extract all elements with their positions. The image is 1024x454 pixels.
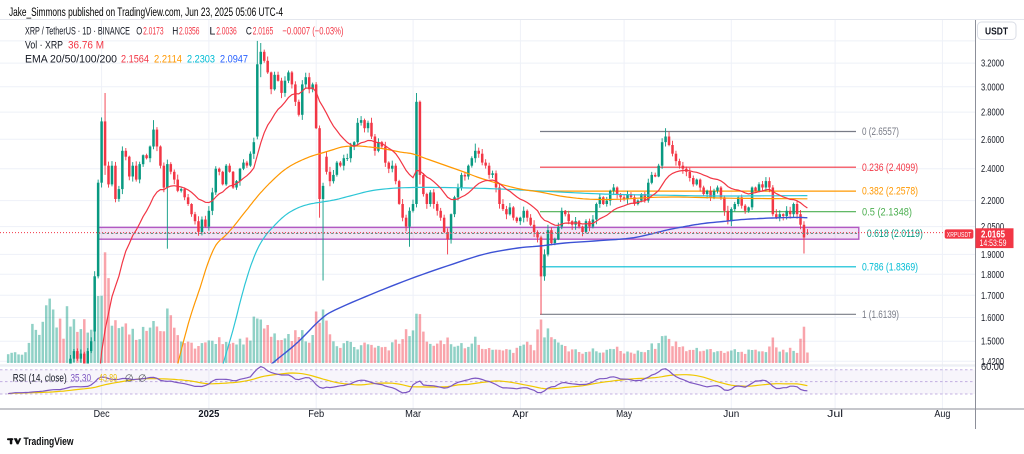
svg-text:XRP / TetherUS · 1D · BINANCE: XRP / TetherUS · 1D · BINANCE <box>25 26 130 38</box>
svg-text:2.6000: 2.6000 <box>981 135 1004 146</box>
svg-text:35.30: 35.30 <box>71 372 92 384</box>
svg-text:14:53:59: 14:53:59 <box>980 238 1007 248</box>
svg-text:2.2303: 2.2303 <box>187 54 215 66</box>
svg-text:RSI (14, close): RSI (14, close) <box>13 372 67 384</box>
svg-text:USDT: USDT <box>985 26 1008 38</box>
svg-text:Feb: Feb <box>308 409 324 420</box>
svg-text:1.8000: 1.8000 <box>981 270 1004 281</box>
svg-text:2025: 2025 <box>198 409 219 420</box>
svg-text:3.0000: 3.0000 <box>981 82 1004 93</box>
svg-text:XRPUSDT: XRPUSDT <box>947 230 972 239</box>
svg-text:2.0947: 2.0947 <box>220 54 248 66</box>
svg-text:O: O <box>136 26 142 38</box>
svg-text:60.00: 60.00 <box>981 362 1004 373</box>
svg-text:2.0036: 2.0036 <box>216 26 237 38</box>
svg-text:1.6000: 1.6000 <box>981 313 1004 324</box>
svg-text:2.4000: 2.4000 <box>981 164 1004 175</box>
svg-text:Vol · XRP: Vol · XRP <box>25 40 63 52</box>
svg-text:0.382 (2.2578): 0.382 (2.2578) <box>862 186 918 198</box>
svg-text:C: C <box>246 26 252 38</box>
svg-text:2.0165: 2.0165 <box>981 229 1005 240</box>
svg-text:1 (1.6139): 1 (1.6139) <box>862 309 899 321</box>
svg-text:1.9000: 1.9000 <box>981 250 1004 261</box>
svg-text:EMA 20/50/100/200: EMA 20/50/100/200 <box>25 54 117 66</box>
svg-text:2.0356: 2.0356 <box>179 26 200 38</box>
svg-text:Mar: Mar <box>405 409 422 420</box>
svg-text:−0.0007 (−0.03%): −0.0007 (−0.03%) <box>282 26 343 38</box>
svg-text:1.7000: 1.7000 <box>981 291 1004 302</box>
svg-text:2.0500: 2.0500 <box>981 222 1004 233</box>
svg-text:2.8000: 2.8000 <box>981 108 1004 119</box>
svg-text:2.0165: 2.0165 <box>253 26 274 38</box>
svg-text:H: H <box>172 26 178 38</box>
svg-text:1.5000: 1.5000 <box>981 337 1004 348</box>
svg-text:43.89: 43.89 <box>99 372 118 384</box>
svg-text:0.5 (2.1348): 0.5 (2.1348) <box>862 206 912 218</box>
svg-text:Aug: Aug <box>934 409 950 420</box>
svg-text:∅: ∅ <box>125 373 134 384</box>
svg-text:0.618 (2.0119): 0.618 (2.0119) <box>867 228 923 240</box>
svg-text:Jul: Jul <box>827 409 843 420</box>
svg-text:May: May <box>616 409 632 420</box>
svg-text:2.0173: 2.0173 <box>143 26 164 38</box>
svg-text:3.2000: 3.2000 <box>981 59 1004 70</box>
svg-text:2.2000: 2.2000 <box>981 196 1004 207</box>
svg-text:TradingView: TradingView <box>24 436 74 448</box>
svg-text:Apr: Apr <box>512 409 529 420</box>
svg-text:2.2114: 2.2114 <box>154 54 182 66</box>
svg-text:1.4200: 1.4200 <box>981 357 1004 368</box>
svg-text:0.236 (2.4099): 0.236 (2.4099) <box>862 162 918 174</box>
svg-text:2.1564: 2.1564 <box>121 54 149 66</box>
svg-text:0 (2.6557): 0 (2.6557) <box>862 126 899 138</box>
svg-text:0.786 (1.8369): 0.786 (1.8369) <box>862 261 918 273</box>
svg-text:36.76 M: 36.76 M <box>68 40 104 52</box>
svg-text:L: L <box>209 26 215 38</box>
svg-text:∅: ∅ <box>138 373 147 384</box>
svg-text:Jun: Jun <box>723 409 739 420</box>
svg-text:Dec: Dec <box>94 409 110 420</box>
svg-text:Jake_Simmons published on Trad: Jake_Simmons published on TradingView.co… <box>9 5 283 19</box>
